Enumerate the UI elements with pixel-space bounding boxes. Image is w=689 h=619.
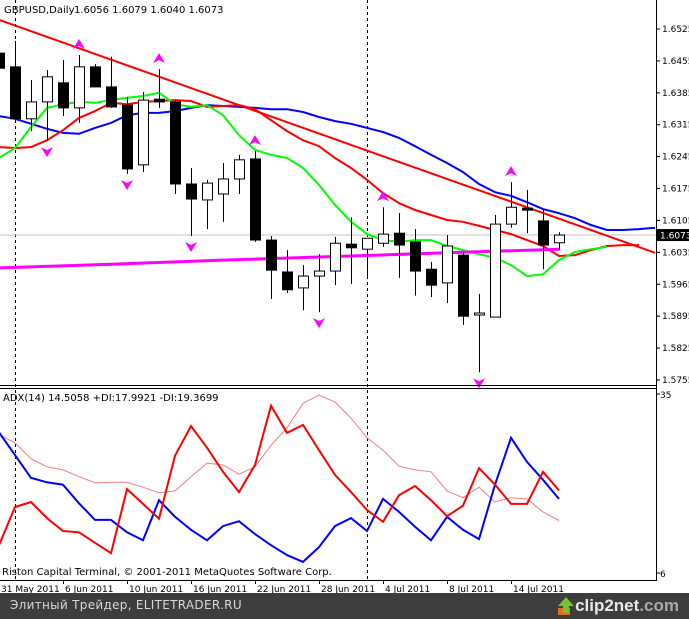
date-tick-label: 31 May 2011: [1, 585, 60, 593]
bullish-candle: [218, 178, 229, 195]
bearish-candle: [106, 86, 117, 108]
bearish-candle: [522, 207, 533, 211]
fractal-down-arrow-icon: [121, 179, 133, 190]
bearish-candle: [250, 158, 261, 241]
date-tick-label: 28 Jun 2011: [321, 585, 375, 593]
bullish-candle: [506, 206, 517, 225]
bearish-candle: [266, 239, 277, 271]
bullish-candle: [362, 237, 373, 250]
bullish-candle: [554, 234, 565, 244]
bullish-candle: [234, 159, 245, 180]
date-tick-label: 8 Jul 2011: [449, 585, 494, 593]
bearish-candle: [394, 232, 405, 246]
current-price-label: 1.6073: [660, 232, 689, 242]
price-tick-label: 1.5755: [662, 376, 689, 386]
chart-title: GBPUSD,Daily: [4, 5, 75, 16]
magenta-ma-line: [0, 247, 560, 270]
price-tick-label: 1.6455: [662, 57, 689, 67]
fractal-down-arrow-icon: [41, 147, 53, 158]
bullish-candle: [42, 76, 53, 103]
bullish-candle: [378, 233, 389, 244]
bearish-candle: [58, 82, 69, 109]
plus-di-line: [0, 431, 560, 564]
price-tick-label: 1.6385: [662, 89, 689, 99]
bearish-candle: [10, 66, 21, 120]
current-price-badge: [657, 229, 689, 242]
bearish-candle: [282, 271, 293, 291]
price-tick-label: 1.6035: [662, 248, 689, 258]
fractal-up-arrow-icon: [249, 135, 261, 146]
bullish-candle: [138, 99, 149, 166]
bullish-candle: [314, 270, 325, 277]
adx-line: [0, 394, 560, 521]
date-tick-label: 4 Jul 2011: [385, 585, 430, 593]
blue-ma-line: [0, 104, 656, 231]
price-tick-label: 1.6525: [662, 25, 689, 35]
logo-suffix: .com: [639, 596, 679, 615]
bullish-candle: [442, 245, 453, 284]
bearish-candle: [170, 101, 181, 185]
footer-bar: Элитный Трейдер, ELITETRADER.RU clip2net…: [0, 593, 689, 619]
date-tick-label: 10 Jun 2011: [129, 585, 183, 593]
price-tick-label: 1.5895: [662, 312, 689, 322]
logo-text: clip2net: [575, 596, 640, 615]
price-tick-label: 1.6105: [662, 216, 689, 226]
bearish-candle: [186, 183, 197, 200]
bearish-candle: [154, 98, 165, 103]
price-tick-label: 1.6315: [662, 121, 689, 131]
watermark-text: Элитный Трейдер, ELITETRADER.RU: [10, 598, 242, 612]
bearish-candle: [0, 52, 5, 69]
adx-tick-label: 35: [660, 391, 671, 401]
price-tick-label: 1.5825: [662, 344, 689, 354]
bullish-candle: [298, 275, 309, 289]
green-ma-line: [0, 91, 608, 278]
bullish-candle: [202, 182, 213, 201]
bullish-candle: [474, 312, 485, 316]
bullish-candle: [26, 101, 37, 120]
bearish-candle: [90, 66, 101, 88]
bearish-candle: [458, 254, 469, 317]
fractal-down-arrow-icon: [473, 378, 485, 389]
fractal-up-arrow-icon: [505, 166, 517, 177]
bullish-candle: [490, 223, 501, 318]
trendline: [0, 19, 656, 254]
date-tick-label: 14 Jul 2011: [513, 585, 564, 593]
bearish-candle: [346, 243, 357, 249]
date-tick-label: 22 Jun 2011: [257, 585, 311, 593]
red-ma-line: [0, 99, 639, 258]
bearish-candle: [538, 220, 549, 246]
fractal-up-arrow-icon: [153, 53, 165, 64]
bullish-candle: [74, 66, 85, 109]
minus-di-line: [0, 403, 560, 555]
fractal-down-arrow-icon: [185, 241, 197, 252]
copyright: Riston Capital Terminal, © 2001-2011 Met…: [2, 567, 332, 578]
price-tick-label: 1.6175: [662, 185, 689, 195]
price-tick-label: 1.6245: [662, 153, 689, 163]
bearish-candle: [410, 241, 421, 272]
date-tick-label: 6 Jun 2011: [65, 585, 113, 593]
fractal-up-arrow-icon: [73, 38, 85, 49]
bullish-candle: [330, 242, 341, 272]
indicator-title: ADX(14) 14.5058 +DI:17.9921 -DI:19.3699: [3, 393, 219, 404]
price-tick-label: 1.5965: [662, 280, 689, 290]
chart: 1.6525 1.6455 1.6385 1.6315 1.6245 1.6175 1.61…: [0, 0, 689, 593]
date-tick-label: 16 Jun 2011: [193, 585, 247, 593]
adx-tick-label: 6: [660, 570, 666, 580]
clip2net-logo: clip2net .com: [557, 596, 679, 616]
bearish-candle: [426, 268, 437, 286]
bearish-candle: [122, 104, 133, 170]
fractal-down-arrow-icon: [313, 318, 325, 329]
upload-arrow-icon: [558, 597, 575, 615]
ohlc-readout: 1.6056 1.6079 1.6040 1.6073: [74, 5, 224, 16]
fractal-up-arrow-icon: [377, 191, 389, 202]
